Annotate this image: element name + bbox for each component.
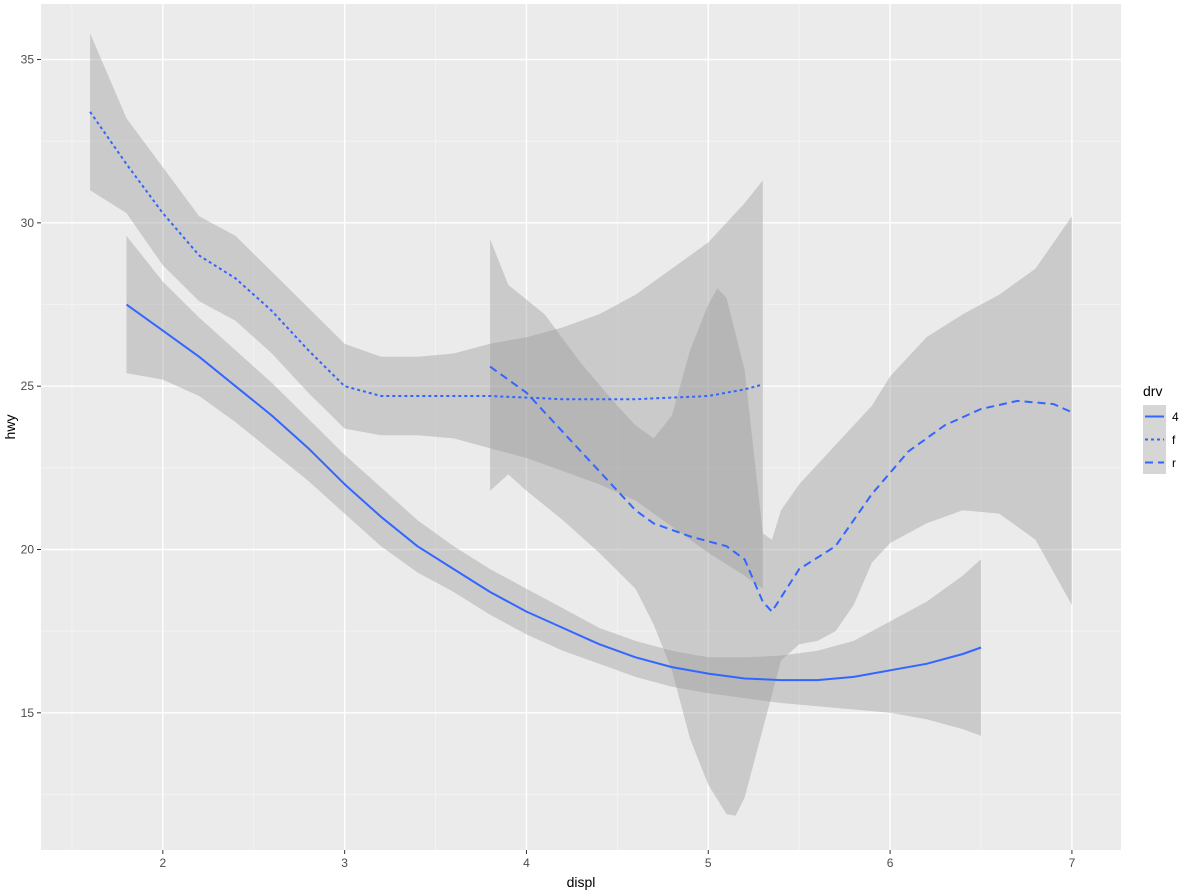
line-drv-f: [89, 111, 764, 401]
ribbon-drv-f: [90, 33, 763, 589]
y-tick-label: 20: [21, 542, 35, 556]
confidence-ribbons: [90, 33, 1072, 816]
legend-title: drv: [1143, 383, 1162, 399]
major-gridlines: [41, 4, 1121, 850]
x-tick-label: 5: [705, 856, 712, 870]
axis-ticks: [37, 59, 1073, 854]
x-axis-title: displ: [567, 874, 596, 890]
line-drv-r: [489, 365, 1073, 613]
legend: drv 4 fr: [1143, 383, 1179, 474]
x-tick-label: 4: [523, 856, 530, 870]
legend-key-4: 4: [1143, 405, 1179, 428]
legend-label-f: f: [1172, 433, 1176, 447]
ribbon-drv-4: [126, 235, 981, 736]
y-tick-label: 35: [21, 53, 35, 67]
legend-label-r: r: [1172, 456, 1176, 470]
line-drv-4: [125, 303, 982, 682]
x-tick-label: 6: [887, 856, 894, 870]
y-tick-label: 15: [21, 706, 35, 720]
legend-key-ribbon: [1143, 428, 1166, 451]
legend-label-4: 4: [1172, 410, 1179, 424]
y-tick-label: 30: [21, 216, 35, 230]
legend-key-f: f: [1143, 428, 1176, 451]
x-tick-label: 2: [159, 856, 166, 870]
minor-gridlines: [41, 4, 1121, 850]
y-tick-label: 25: [21, 379, 35, 393]
tick-labels: 2 3 4 5 6 7 15 20 25 30 35: [21, 53, 1076, 870]
x-tick-label: 3: [341, 856, 348, 870]
y-axis-title: hwy: [2, 415, 18, 440]
x-tick-label: 7: [1069, 856, 1076, 870]
legend-key-ribbon: [1143, 451, 1166, 474]
smooth-lines: [89, 111, 1073, 682]
legend-key-r: r: [1143, 451, 1176, 474]
ribbon-drv-r: [490, 216, 1072, 816]
